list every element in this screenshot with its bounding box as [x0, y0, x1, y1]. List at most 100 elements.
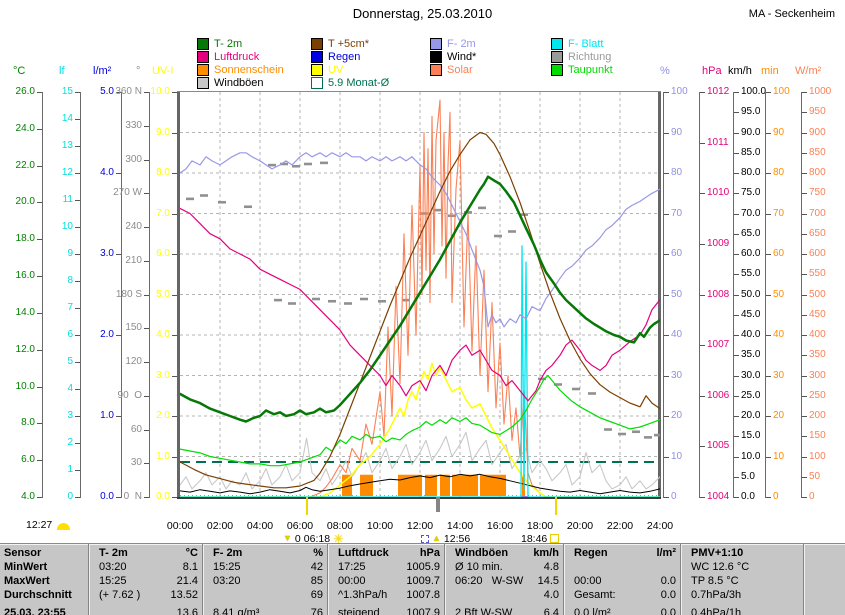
- axis-tick: [734, 274, 739, 276]
- sonnenschein-block: [360, 474, 373, 496]
- axis-tick-label: 600: [809, 248, 826, 259]
- axis-tick: [75, 92, 80, 93]
- axis-tick: [75, 227, 80, 228]
- x-tick-label: 08:00: [326, 520, 354, 532]
- sensor-unit: hPa: [419, 546, 440, 559]
- richtung-swatch: [551, 51, 563, 63]
- stats-value-row: 13.6: [89, 606, 203, 615]
- axis-tick: [37, 276, 42, 278]
- axis-tick-label: 1007: [707, 339, 730, 351]
- axis-tick-label: 210: [125, 254, 142, 266]
- axis-tick-label: 6.0: [21, 454, 35, 466]
- legend-item-sonnenschein: Sonnenschein: [197, 64, 284, 76]
- axis-tick: [172, 173, 177, 174]
- axis-tick: [734, 254, 739, 255]
- legend-item-solar: Solar: [430, 64, 473, 76]
- stat-value: 6.4: [543, 606, 559, 615]
- axis-tick: [700, 243, 705, 245]
- axis-tick-label: 12: [61, 167, 73, 178]
- axis-tick-label: 650: [809, 227, 826, 239]
- axis-unit-c: °C: [13, 65, 26, 77]
- legend-item-f-blatt: F- Blatt: [551, 38, 603, 50]
- axis-tick-label: 550: [809, 268, 826, 280]
- axis-tick: [700, 142, 705, 144]
- axis-tick-label: 24.0: [15, 122, 35, 134]
- axis-tick-label: 270 W: [113, 187, 142, 199]
- axis-tick: [75, 146, 80, 147]
- axis-tick: [144, 125, 149, 127]
- axis-tick: [802, 254, 807, 255]
- sunrise-tick: [306, 497, 308, 515]
- stat-value: 42: [310, 560, 323, 573]
- axis-tick: [734, 375, 739, 377]
- axis-tick-label: 9: [67, 248, 73, 259]
- axis-tick-label: 11: [62, 194, 73, 205]
- axis-tick: [802, 132, 807, 134]
- stat-value: 85: [310, 574, 323, 587]
- axis-tick: [144, 328, 149, 330]
- legend-label: UV: [328, 64, 344, 76]
- axis-tick: [116, 416, 121, 417]
- axis-tick: [664, 416, 669, 417]
- axis-tick: [37, 92, 42, 93]
- axis-tick: [802, 193, 807, 195]
- axis-tick-label: 20: [773, 410, 785, 421]
- legend-label: Sonnenschein: [214, 64, 284, 76]
- stat-value: 76: [310, 606, 323, 615]
- stats-header-row: PMV+1:10: [681, 546, 804, 560]
- axis-tick-label: 50.0: [741, 288, 761, 300]
- sensor-unit: °C: [185, 546, 198, 559]
- legend-label: Wind*: [447, 51, 477, 63]
- axis-tick-label: 10.0: [15, 380, 35, 392]
- sonnenschein-block: [440, 474, 450, 496]
- stats-value-row: 00:00 0.0: [564, 574, 681, 588]
- uv-swatch: [311, 64, 323, 76]
- axis-unit-l-m: l/m²: [93, 65, 112, 77]
- axis-tick-label: 100: [773, 86, 790, 97]
- axis-tick: [734, 92, 739, 93]
- axis-tick-label: 4: [67, 383, 73, 394]
- t-5cm-swatch: [311, 38, 323, 50]
- axis-tick: [802, 274, 807, 276]
- axis-tick: [802, 497, 807, 498]
- axis-tick: [802, 294, 807, 296]
- x-tick-label: 14:00: [446, 520, 474, 532]
- axis-tick: [700, 446, 705, 448]
- axis-tick-label: 7: [67, 302, 73, 313]
- axis-tick-label: 2.0: [156, 410, 170, 421]
- sensor-name: Windböen: [455, 546, 509, 559]
- axis-tick-label: 2: [67, 437, 73, 448]
- axis-tick-label: 30: [671, 369, 683, 381]
- stat-value: 1007.8: [406, 588, 440, 601]
- legend-item-windb-en: Windböen: [197, 77, 264, 89]
- stats-col-rowlabels: Sensor MinWert MaxWert Durchschnitt 25.03, 2…: [0, 544, 88, 615]
- axis-tick: [172, 294, 177, 296]
- axis-tick: [75, 254, 80, 255]
- axis-tick: [144, 193, 149, 195]
- axis-tick-label: 100.0: [741, 86, 767, 97]
- axis-tick: [766, 294, 771, 296]
- axis-tick-label: 5: [67, 356, 73, 367]
- axis-unit-lf: lf: [59, 65, 65, 77]
- series-uv: [180, 362, 660, 497]
- axis-tick: [37, 312, 42, 314]
- wind-swatch: [430, 51, 442, 63]
- axis-tick-label: 95.0: [741, 106, 761, 118]
- axis-tick: [116, 497, 121, 498]
- sensor-name: T- 2m: [99, 546, 128, 559]
- axis-tick: [75, 119, 80, 120]
- axis-tick: [734, 314, 739, 316]
- axis-tick-label: 80: [671, 167, 683, 178]
- stat-value: 1007.9: [406, 606, 440, 615]
- axis-tick-label: 2.0: [100, 329, 114, 340]
- station-label: MA - Seckenheim: [748, 8, 835, 20]
- axis-tick: [734, 193, 739, 195]
- axis-tick: [802, 375, 807, 377]
- axis-tick: [700, 395, 705, 397]
- sensor-name: PMV+1:10: [691, 546, 744, 559]
- axis-tick: [144, 429, 149, 431]
- x-tick-label: 02:00: [206, 520, 234, 532]
- legend-label: F- 2m: [447, 38, 476, 50]
- axis-tick-label: 8: [67, 275, 73, 286]
- axis-tick: [802, 173, 807, 174]
